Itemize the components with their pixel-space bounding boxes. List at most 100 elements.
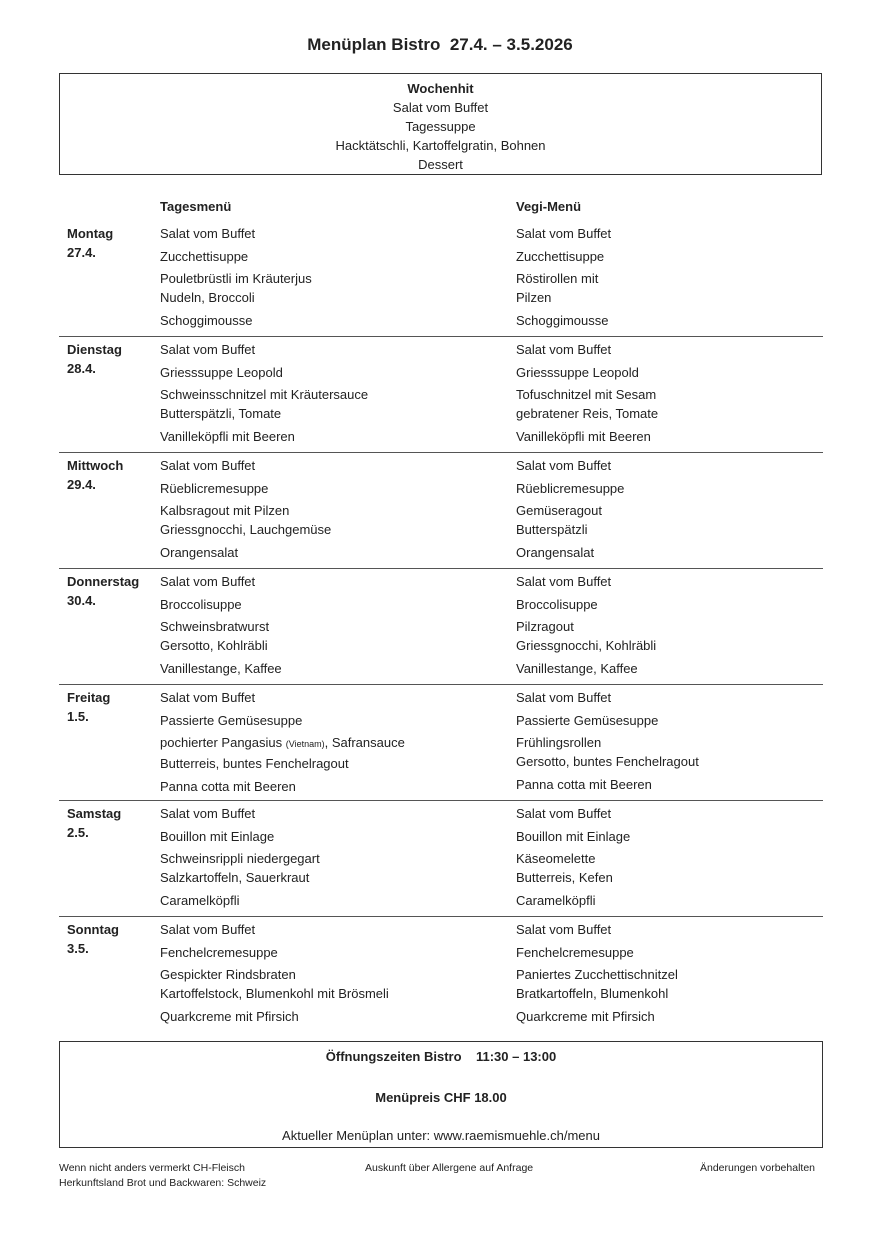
day-block-sonntag: Sonntag 3.5. Salat vom Buffet Fenchelcremes… [59,917,823,1033]
soup-item: Bouillon mit Einlage [160,829,275,844]
soup-item: Broccolisuppe [516,597,598,612]
main-course-line: Tofuschnitzel mit Sesam [516,387,657,402]
header-vegimenu: Vegi-Menü [516,199,582,214]
wochenhit-box: Wochenhit Salat vom Buffet Tagessuppe Ha… [59,73,822,175]
salad-item: Salat vom Buffet [160,226,256,241]
main-course-line: Butterreis, buntes Fenchelragout [160,756,349,771]
main-course: Tofuschnitzel mit Sesam gebratener Reis, … [516,385,658,423]
main-course-line: Bratkartoffeln, Blumenkohl [516,986,669,1001]
main-course-line: Röstirollen mit [516,271,599,286]
soup-item: Zucchettisuppe [160,249,249,264]
day-date: 30.4. [67,593,96,608]
soup-item: Broccolisuppe [160,597,242,612]
dessert-item: Panna cotta mit Beeren [160,779,296,794]
dessert-item: Vanillestange, Kaffee [516,661,638,676]
main-course-text: , Safransauce [324,735,405,750]
tages-menu: Salat vom Buffet Broccolisuppe Schweinsbra… [160,570,282,680]
salad-item: Salat vom Buffet [160,342,256,357]
main-course: Röstirollen mit Pilzen [516,269,611,307]
salad-item: Salat vom Buffet [516,458,612,473]
main-course-line: Frühlingsrollen [516,735,602,750]
salad-item: Salat vom Buffet [516,574,612,589]
column-headers: Tagesmenü Vegi-Menü [0,197,880,216]
day-date: 1.5. [67,709,89,724]
wochenhit-line: Dessert [418,157,463,172]
day-date: 28.4. [67,361,96,376]
main-course-line: Schweinsbratwurst [160,619,270,634]
main-course: Schweinsbratwurst Gersotto, Kohlräbli [160,617,282,655]
main-course: Pouletbrüstli im Kräuterjus Nudeln, Brocc… [160,269,312,307]
soup-item: Rüeblicremesuppe [160,481,269,496]
main-course-line: Gemüseragout [516,503,602,518]
day-name: Dienstag [67,342,122,357]
main-course-line: Schweinsrippli niedergegart [160,851,320,866]
wochenhit-line: Salat vom Buffet [392,100,489,115]
day-date: 3.5. [67,941,89,956]
wochenhit-line: Hacktätschli, Kartoffelgratin, Bohnen [335,138,546,153]
main-course: Gespickter Rindsbraten Kartoffelstock, Bl… [160,965,389,1003]
salad-item: Salat vom Buffet [516,690,612,705]
main-course: Schweinsschnitzel mit Kräutersauce Butter… [160,385,368,423]
note-allergens: Auskunft über Allergene auf Anfrage [365,1162,534,1174]
salad-item: Salat vom Buffet [160,806,256,821]
day-label: Dienstag 28.4. [67,340,122,378]
soup-item: Rüeblicremesuppe [516,481,625,496]
day-block-dienstag: Dienstag 28.4. Salat vom Buffet Griesssuppe… [59,337,823,453]
dessert-item: Schoggimousse [160,313,253,328]
main-course-line: Butterspätzli, Tomate [160,406,282,421]
main-course-line: Salzkartoffeln, Sauerkraut [160,870,310,885]
wochenhit-heading: Wochenhit [407,81,474,96]
day-date: 27.4. [67,245,96,260]
menu-link-text: Aktueller Menüplan unter: www.raemismueh… [282,1128,600,1143]
wochenhit-line: Tagessuppe [405,119,476,134]
dessert-item: Orangensalat [160,545,239,560]
dessert-item: Orangensalat [516,545,595,560]
soup-item: Bouillon mit Einlage [516,829,631,844]
salad-item: Salat vom Buffet [160,574,256,589]
dessert-item: Vanillestange, Kaffee [160,661,282,676]
dessert-item: Caramelköpfli [160,893,240,908]
main-course-line: Kartoffelstock, Blumenkohl mit Brösmeli [160,986,389,1001]
day-label: Montag 27.4. [67,224,113,262]
vegi-menu: Salat vom Buffet Rüeblicremesuppe Gemüsera… [516,454,624,564]
main-course-line: Gespickter Rindsbraten [160,967,296,982]
tages-menu: Salat vom Buffet Zucchettisuppe Pouletbrüs… [160,222,312,332]
soup-item: Griesssuppe Leopold [516,365,639,380]
tages-menu: Salat vom Buffet Passierte Gemüsesuppe poc… [160,686,405,798]
main-course-line: Kalbsragout mit Pilzen [160,503,290,518]
dessert-item: Vanilleköpfli mit Beeren [160,429,295,444]
main-course-line: Pouletbrüstli im Kräuterjus [160,271,312,286]
main-course: Paniertes Zucchettischnitzel Bratkartoffe… [516,965,678,1003]
salad-item: Salat vom Buffet [160,690,256,705]
dessert-item: Panna cotta mit Beeren [516,777,652,792]
main-course-line: Gersotto, buntes Fenchelragout [516,754,699,769]
main-course-line: gebratener Reis, Tomate [516,406,659,421]
note-changes: Änderungen vorbehalten [699,1162,815,1174]
day-block-mittwoch: Mittwoch 29.4. Salat vom Buffet Rüeblicreme… [59,453,823,569]
vegi-menu: Salat vom Buffet Broccolisuppe Pilzragout G… [516,570,656,680]
vegi-menu: Salat vom Buffet Griesssuppe Leopold Tofus… [516,338,658,448]
soup-item: Passierte Gemüsesuppe [516,713,659,728]
main-course-line: pochierter Pangasius (Vietnam), Safransa… [160,733,405,754]
menu-price: Menüpreis CHF 18.00 [375,1090,507,1105]
dessert-item: Schoggimousse [516,313,609,328]
day-label: Freitag 1.5. [67,688,110,726]
day-label: Sonntag 3.5. [67,920,119,958]
soup-item: Passierte Gemüsesuppe [160,713,303,728]
soup-item: Griesssuppe Leopold [160,365,283,380]
info-box: Öffnungszeiten Bistro 11:30 – 13:00 Menü… [59,1041,823,1148]
main-course-line: Griessgnocchi, Kohlräbli [516,638,657,653]
soup-item: Fenchelcremesuppe [160,945,278,960]
salad-item: Salat vom Buffet [516,922,612,937]
day-block-samstag: Samstag 2.5. Salat vom Buffet Bouillon mit … [59,801,823,917]
dessert-item: Caramelköpfli [516,893,596,908]
day-name: Samstag [67,806,122,821]
main-course-line: Nudeln, Broccoli [160,290,255,305]
dessert-item: Vanilleköpfli mit Beeren [516,429,651,444]
vegi-menu: Salat vom Buffet Bouillon mit Einlage Käse… [516,802,630,912]
day-date: 29.4. [67,477,96,492]
main-course: pochierter Pangasius (Vietnam), Safransa… [160,733,405,773]
day-name: Freitag [67,690,111,705]
main-course-text: pochierter Pangasius [160,735,286,750]
main-course-line: Pilzragout [516,619,574,634]
